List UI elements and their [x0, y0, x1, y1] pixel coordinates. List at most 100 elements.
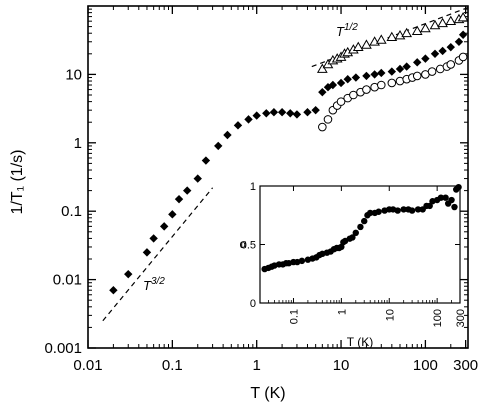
open-triangle-point [420, 22, 431, 33]
main-data-points [109, 11, 469, 295]
filled-diamond-point [395, 64, 405, 74]
filled-diamond-point [142, 248, 152, 257]
inset-filled-circle-point [352, 229, 359, 236]
open-circle-point [427, 67, 437, 76]
filled-diamond-point [328, 80, 338, 90]
filled-diamond-point [377, 68, 386, 78]
filled-diamond-point [454, 37, 464, 46]
filled-diamond-point [124, 269, 133, 279]
open-circle-point [376, 80, 386, 90]
inset-filled-circle-point [451, 203, 458, 211]
filled-diamond-point [318, 87, 327, 97]
open-triangle-point [429, 19, 441, 30]
main-x-tick-label: 10 [333, 357, 350, 374]
inset-filled-circle-point [426, 202, 433, 210]
filled-diamond-point [262, 109, 271, 118]
inset-filled-circle-point [349, 234, 356, 241]
inset-filled-circle-point [442, 194, 449, 201]
main-y-tick-label: 0.1 [61, 203, 82, 220]
filled-diamond-point [183, 186, 192, 195]
inset-filled-circle-point [448, 196, 455, 204]
filled-diamond-point [362, 71, 371, 81]
filled-diamond-point [303, 108, 312, 117]
inset-filled-circle-point [455, 183, 462, 191]
filled-diamond-point [214, 141, 223, 151]
open-triangle-point [445, 15, 457, 26]
filled-diamond-point [244, 115, 253, 124]
open-circle-point [387, 78, 397, 88]
filled-diamond-point [223, 130, 232, 140]
annotation-t-half-base: T [336, 24, 345, 39]
main-x-tick-label: 0.1 [162, 357, 183, 374]
main-y-tick-label: 0.001 [44, 340, 82, 357]
annotation-t-three-halves: T3/2 [143, 276, 165, 293]
inset-filled-circle-point [408, 207, 416, 214]
t-three-halves-guide-line [102, 187, 214, 322]
filled-diamond-point [292, 110, 302, 119]
filled-diamond-point [286, 109, 295, 118]
open-circle-point [362, 85, 371, 94]
annotation-t-three-halves-exponent: 3/2 [151, 276, 165, 287]
filled-diamond-point [109, 285, 118, 295]
filled-diamond-point [421, 54, 430, 63]
inset-x-axis: 0.1 1 10 100 300 [259, 186, 467, 327]
main-plot-frame [87, 5, 469, 349]
inset-plot: 0.1 1 10 100 300 00.51 T (K) α [240, 181, 467, 349]
inset-plot-background [250, 184, 460, 304]
filled-diamond-point [370, 70, 379, 79]
open-triangle-point [316, 63, 328, 73]
filled-diamond-point [168, 210, 177, 219]
filled-diamond-point [402, 62, 411, 71]
main-x-axis-label: T (K) [250, 385, 285, 402]
filled-diamond-point [269, 108, 279, 117]
open-triangle-point [437, 17, 448, 28]
filled-diamond-point [277, 108, 287, 117]
open-triangle-point [457, 11, 469, 22]
filled-diamond-point [387, 67, 397, 76]
main-x-axis: 0.01 0.1 1 10 100 300 [73, 6, 478, 374]
inset-filled-circle-point [357, 223, 364, 231]
annotation-t-half-exponent: 1/2 [344, 22, 358, 33]
inset-filled-circle-point [298, 257, 306, 265]
inset-filled-circle-point [400, 206, 407, 213]
open-triangle-point [401, 27, 413, 38]
annotation-t-half: T1/2 [336, 22, 358, 39]
filled-diamond-point [233, 121, 243, 130]
inset-filled-circle-point [437, 194, 445, 201]
open-circle-point [349, 90, 358, 100]
inset-x-tick-label: 300 [455, 309, 467, 327]
open-circle-point [458, 52, 468, 62]
main-y-tick-label: 10 [65, 66, 82, 83]
filled-diamond-point [343, 75, 352, 84]
inset-filled-circle-point [375, 208, 382, 215]
inset-x-tick-label: 1 [336, 309, 348, 315]
open-circle-point [412, 71, 422, 81]
inset-y-tick-label: 1 [250, 181, 256, 193]
open-triangle-point [352, 41, 364, 52]
filled-diamond-point [201, 156, 211, 165]
filled-diamond-point [193, 174, 202, 183]
filled-diamond-point [413, 58, 422, 67]
filled-diamond-point [311, 105, 320, 115]
open-triangle-point [375, 34, 387, 44]
filled-diamond-point [446, 42, 455, 52]
annotation-t-three-halves-base: T [143, 278, 152, 293]
open-triangle-point [386, 31, 398, 42]
inset-x-tick-label: 10 [384, 309, 396, 321]
inset-filled-circle-point [367, 209, 374, 217]
filled-diamond-point [351, 73, 361, 82]
filled-diamond-point [336, 78, 346, 88]
filled-diamond-point [174, 194, 184, 204]
filled-diamond-point [149, 234, 158, 243]
filled-diamond-point [430, 49, 440, 59]
inset-filled-circle-point [361, 217, 368, 225]
inset-data-points [261, 183, 462, 273]
inset-filled-circle-point [414, 206, 422, 213]
open-circle-point [318, 122, 327, 132]
inset-filled-circle-point [394, 207, 401, 214]
open-circle-point [336, 97, 346, 106]
inset-x-axis-label: T (K) [347, 335, 373, 349]
